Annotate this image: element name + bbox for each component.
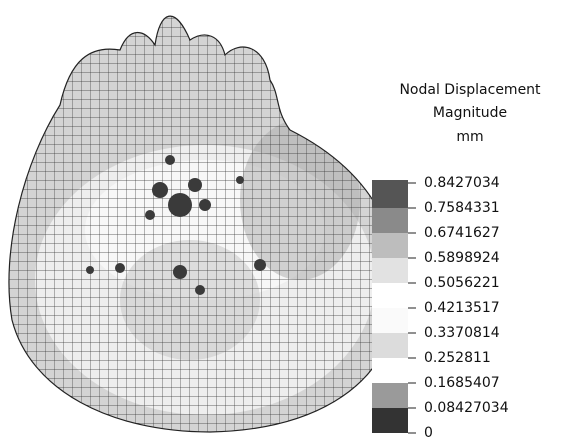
legend: Nodal Displacement Magnitude mm 0.842703… — [372, 82, 541, 441]
legend-title: Nodal Displacement — [399, 82, 541, 98]
legend-unit: mm — [456, 129, 483, 145]
page: Nodal Displacement Magnitude mm 0.842703… — [0, 0, 563, 441]
color-bar — [372, 180, 408, 433]
legend-level-label: 0.5056221 — [424, 275, 500, 291]
legend-level-label: 0.08427034 — [424, 400, 509, 416]
screenshot: Nodal Displacement Magnitude mm 0.842703… — [0, 0, 563, 441]
legend-level-label: 0.7584331 — [424, 200, 500, 216]
legend-level-label: 0.1685407 — [424, 375, 500, 391]
mesh-model — [0, 0, 420, 440]
legend-level-label: 0.252811 — [424, 350, 491, 366]
legend-level-label: 0.4213517 — [424, 300, 500, 316]
mesh-regions — [0, 0, 420, 440]
legend-level-label: 0 — [424, 425, 433, 441]
legend-level-label: 0.5898924 — [424, 250, 500, 266]
legend-level-label: 0.3370814 — [424, 325, 500, 341]
legend-title: Magnitude — [433, 105, 507, 121]
legend-level-label: 0.6741627 — [424, 225, 500, 241]
legend-level-label: 0.8427034 — [424, 175, 500, 191]
